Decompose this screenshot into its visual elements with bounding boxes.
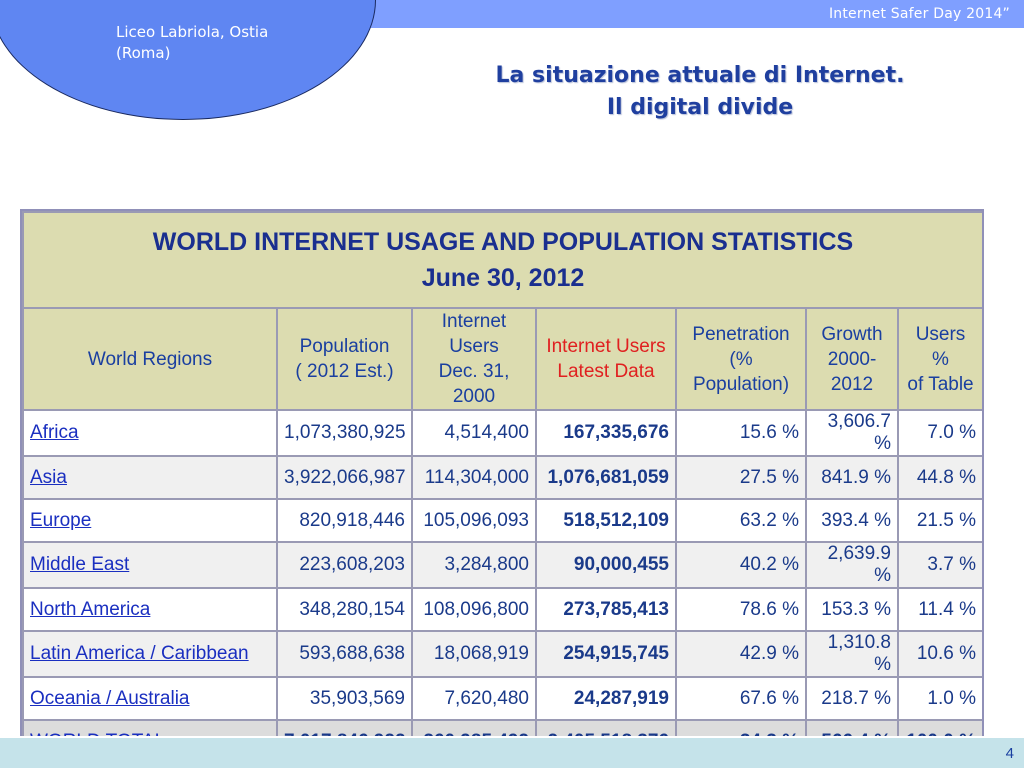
region-cell: Middle East [22, 541, 278, 589]
penetration-cell: 78.6 % [675, 587, 807, 632]
event-title: Internet Safer Day 2014” [828, 6, 1010, 22]
share-cell: 7.0 % [896, 409, 982, 457]
table-row: North America 348,280,154 108,096,800 273,7… [22, 587, 982, 632]
penetration-cell: 34.3 % [675, 719, 807, 736]
population-cell: 348,280,154 [276, 587, 413, 632]
slide-title: La situazione attuale di Internet. Il di… [420, 60, 980, 124]
col-header-users-2000: Internet Users Dec. 31, 2000 [411, 307, 537, 411]
table-row: Europe 820,918,446 105,096,093 518,512,109 6… [22, 498, 982, 543]
users-2000-cell: 3,284,800 [411, 541, 537, 589]
region-cell: Europe [22, 498, 278, 543]
population-cell: 820,918,446 [276, 498, 413, 543]
users-latest-cell: 90,000,455 [535, 541, 677, 589]
users-2000-cell: 114,304,000 [411, 455, 537, 500]
col-header-population: Population( 2012 Est.) [276, 307, 413, 411]
slide-title-line1: La situazione attuale di Internet. [495, 63, 905, 88]
penetration-cell: 67.6 % [675, 676, 807, 721]
page-number: 4 [1005, 745, 1014, 762]
users-latest-cell: 273,785,413 [535, 587, 677, 632]
region-link[interactable]: Africa [30, 422, 79, 443]
table-title-line1: WORLD INTERNET USAGE AND POPULATION STAT… [152, 228, 854, 256]
users-2000-cell: 108,096,800 [411, 587, 537, 632]
users-latest-cell: 24,287,919 [535, 676, 677, 721]
col-header-users-latest: Internet Users Latest Data [535, 307, 677, 411]
col-header-share: Users % of Table [896, 307, 982, 411]
growth-cell: 3,606.7 % [805, 409, 899, 457]
population-cell: 35,903,569 [276, 676, 413, 721]
population-cell: 3,922,066,987 [276, 455, 413, 500]
region-link[interactable]: Asia [30, 466, 67, 488]
penetration-cell: 15.6 % [675, 409, 807, 457]
table-row: Oceania / Australia 35,903,569 7,620,480 24… [22, 676, 982, 721]
share-cell: 11.4 % [896, 587, 982, 632]
growth-cell: 218.7 % [805, 676, 899, 721]
region-link[interactable]: WORLD TOTAL [30, 731, 165, 736]
region-cell: Latin America / Caribbean [22, 630, 278, 678]
region-cell: WORLD TOTAL [22, 719, 278, 736]
users-latest-cell: 518,512,109 [535, 498, 677, 543]
table-row: Middle East 223,608,203 3,284,800 90,000,45… [22, 541, 982, 589]
table-row: Asia 3,922,066,987 114,304,000 1,076,681,05… [22, 455, 982, 500]
table-row: Latin America / Caribbean 593,688,638 18,0… [22, 630, 982, 678]
growth-cell: 566.4 % [805, 719, 899, 736]
bottom-bar: 4 [0, 738, 1024, 768]
growth-cell: 1,310.8 % [805, 630, 899, 678]
penetration-cell: 27.5 % [675, 455, 807, 500]
users-2000-cell: 18,068,919 [411, 630, 537, 678]
share-cell: 100.0 % [896, 719, 982, 736]
share-cell: 1.0 % [896, 676, 982, 721]
region-cell: Asia [22, 455, 278, 500]
table-banner: WORLD INTERNET USAGE AND POPULATION STAT… [22, 211, 982, 309]
population-cell: 593,688,638 [276, 630, 413, 678]
users-latest-cell: 1,076,681,059 [535, 455, 677, 500]
region-link[interactable]: North America [30, 598, 151, 620]
region-link[interactable]: Oceania / Australia [30, 687, 190, 709]
region-link[interactable]: Latin America / Caribbean [30, 643, 249, 664]
growth-cell: 2,639.9 % [805, 541, 899, 589]
population-cell: 7,017,846,922 [276, 719, 413, 736]
share-cell: 10.6 % [896, 630, 982, 678]
penetration-cell: 42.9 % [675, 630, 807, 678]
share-cell: 44.8 % [896, 455, 982, 500]
table-total-row: WORLD TOTAL 7,017,846,922360,985,4922,405… [22, 719, 982, 736]
school-name: Liceo Labriola, Ostia (Roma) [116, 23, 269, 62]
region-cell: North America [22, 587, 278, 632]
table-header-row: World Regions Population( 2012 Est.) Int… [22, 307, 982, 411]
table-title: WORLD INTERNET USAGE AND POPULATION STAT… [22, 211, 982, 309]
users-2000-cell: 105,096,093 [411, 498, 537, 543]
population-cell: 223,608,203 [276, 541, 413, 589]
slide-title-line2: Il digital divide [606, 95, 794, 120]
penetration-cell: 40.2 % [675, 541, 807, 589]
share-cell: 3.7 % [896, 541, 982, 589]
users-latest-cell: 2,405,518,376 [535, 719, 677, 736]
table-row: Africa 1,073,380,925 4,514,400 167,335,676 1… [22, 409, 982, 457]
users-latest-cell: 254,915,745 [535, 630, 677, 678]
region-link[interactable]: Europe [30, 509, 92, 531]
col-header-penetration: Penetration (% Population) [675, 307, 807, 411]
stats-table: WORLD INTERNET USAGE AND POPULATION STAT… [22, 211, 982, 736]
users-2000-cell: 7,620,480 [411, 676, 537, 721]
penetration-cell: 63.2 % [675, 498, 807, 543]
growth-cell: 153.3 % [805, 587, 899, 632]
table-title-line2: June 30, 2012 [421, 264, 585, 292]
share-cell: 21.5 % [896, 498, 982, 543]
users-2000-cell: 360,985,492 [411, 719, 537, 736]
col-header-regions: World Regions [22, 307, 278, 411]
region-cell: Africa [22, 409, 278, 457]
region-link[interactable]: Middle East [30, 554, 130, 575]
users-latest-cell: 167,335,676 [535, 409, 677, 457]
population-cell: 1,073,380,925 [276, 409, 413, 457]
growth-cell: 841.9 % [805, 455, 899, 500]
col-header-growth: Growth 2000-2012 [805, 307, 899, 411]
stats-table-container: WORLD INTERNET USAGE AND POPULATION STAT… [20, 209, 984, 736]
users-2000-cell: 4,514,400 [411, 409, 537, 457]
growth-cell: 393.4 % [805, 498, 899, 543]
region-cell: Oceania / Australia [22, 676, 278, 721]
